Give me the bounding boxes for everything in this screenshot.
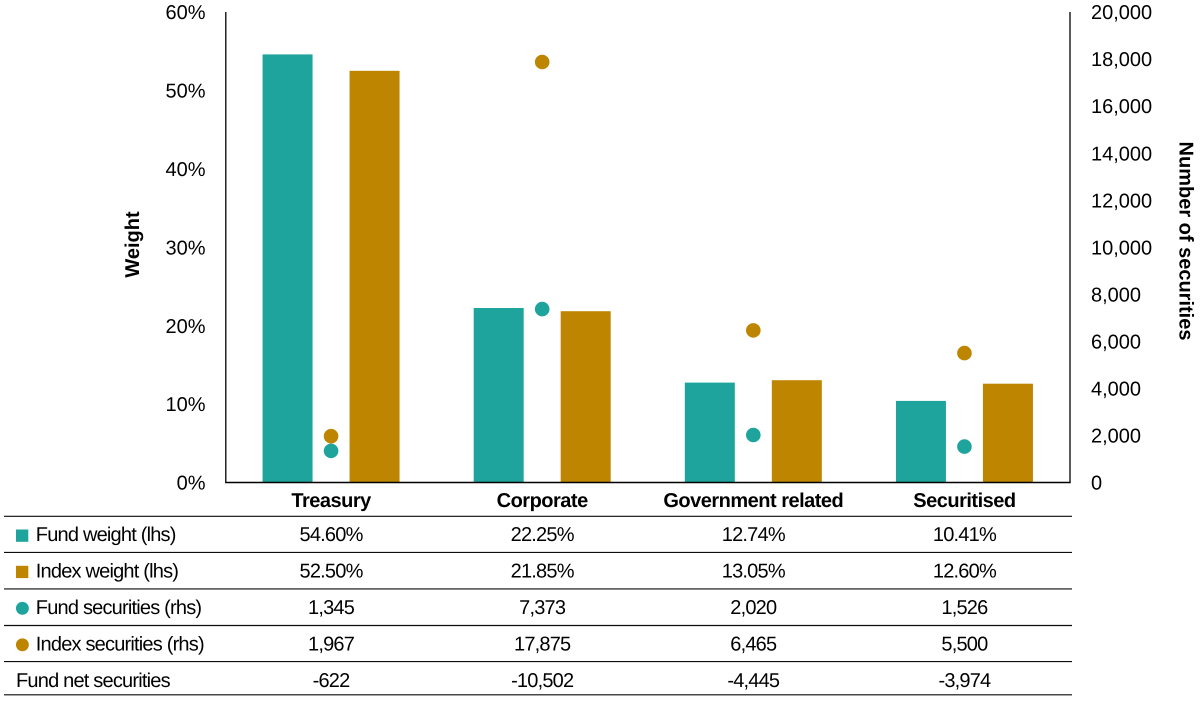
svg-text:-3,974: -3,974 <box>938 670 991 692</box>
svg-text:Securitised: Securitised <box>913 490 1015 512</box>
svg-text:14,000: 14,000 <box>1091 143 1152 165</box>
svg-text:12,000: 12,000 <box>1091 190 1152 212</box>
svg-text:Treasury: Treasury <box>291 490 372 512</box>
svg-text:Weight: Weight <box>122 211 144 278</box>
svg-text:13.05%: 13.05% <box>722 560 786 582</box>
svg-text:-10,502: -10,502 <box>511 670 574 692</box>
svg-text:50%: 50% <box>165 81 205 103</box>
svg-text:1,345: 1,345 <box>308 597 355 619</box>
svg-text:10.41%: 10.41% <box>933 524 997 546</box>
svg-text:6,465: 6,465 <box>730 633 777 655</box>
svg-text:21.85%: 21.85% <box>511 560 575 582</box>
svg-text:0: 0 <box>1091 473 1102 495</box>
svg-text:0%: 0% <box>177 473 206 495</box>
svg-text:20,000: 20,000 <box>1091 2 1152 24</box>
svg-text:Fund net securities: Fund net securities <box>16 670 171 692</box>
svg-text:7,373: 7,373 <box>519 597 566 619</box>
svg-text:2,020: 2,020 <box>730 597 777 619</box>
svg-text:30%: 30% <box>165 237 205 259</box>
svg-text:8,000: 8,000 <box>1091 284 1141 306</box>
svg-text:20%: 20% <box>165 316 205 338</box>
svg-text:1,967: 1,967 <box>308 633 355 655</box>
svg-text:18,000: 18,000 <box>1091 49 1152 71</box>
svg-text:1,526: 1,526 <box>941 597 988 619</box>
svg-text:Government related: Government related <box>663 490 843 512</box>
svg-text:Index securities (rhs): Index securities (rhs) <box>36 633 204 655</box>
svg-text:Index weight (lhs): Index weight (lhs) <box>36 560 178 582</box>
svg-text:10,000: 10,000 <box>1091 237 1152 259</box>
svg-text:60%: 60% <box>165 2 205 24</box>
svg-text:-4,445: -4,445 <box>727 670 780 692</box>
svg-text:54.60%: 54.60% <box>300 524 364 546</box>
svg-text:Corporate: Corporate <box>497 490 588 512</box>
svg-text:10%: 10% <box>165 394 205 416</box>
svg-text:4,000: 4,000 <box>1091 379 1141 401</box>
svg-text:40%: 40% <box>165 159 205 181</box>
svg-text:12.60%: 12.60% <box>933 560 997 582</box>
svg-text:Number of securities: Number of securities <box>1175 142 1197 341</box>
svg-text:22.25%: 22.25% <box>511 524 575 546</box>
svg-text:16,000: 16,000 <box>1091 96 1152 118</box>
svg-text:-622: -622 <box>313 670 351 692</box>
svg-text:2,000: 2,000 <box>1091 426 1141 448</box>
svg-text:6,000: 6,000 <box>1091 332 1141 354</box>
svg-text:17,875: 17,875 <box>514 633 571 655</box>
svg-text:5,500: 5,500 <box>941 633 988 655</box>
svg-text:Fund weight (lhs): Fund weight (lhs) <box>36 524 176 546</box>
svg-text:52.50%: 52.50% <box>300 560 364 582</box>
svg-text:Fund securities (rhs): Fund securities (rhs) <box>36 597 202 619</box>
svg-text:12.74%: 12.74% <box>722 524 786 546</box>
